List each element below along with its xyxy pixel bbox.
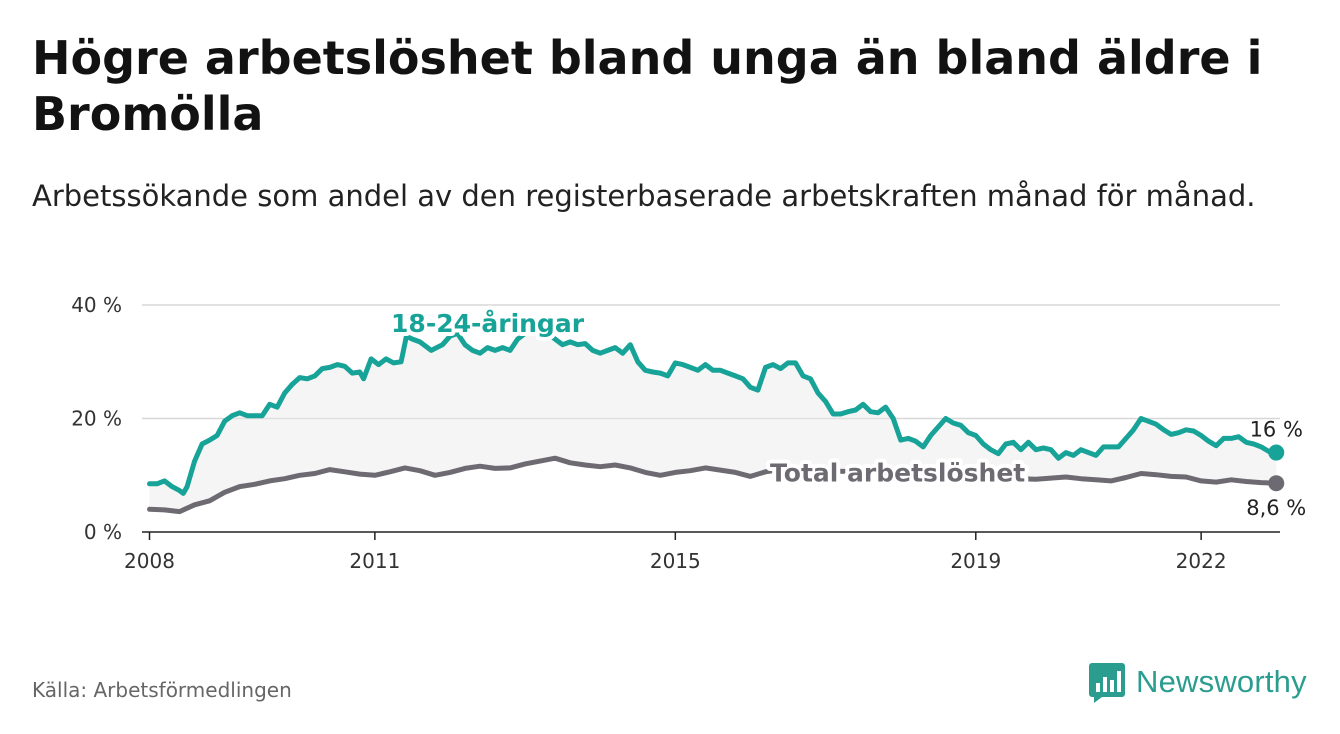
- x-tick-label: 2019: [950, 549, 1001, 573]
- x-tick-label: 2008: [124, 549, 175, 573]
- series-endpoint-youth: [1268, 444, 1285, 461]
- source-note: Källa: Arbetsförmedlingen: [32, 678, 292, 702]
- y-tick-label: 40 %: [71, 293, 122, 317]
- series-end-label-youth: 16 %: [1250, 418, 1303, 442]
- x-tick-label: 2022: [1176, 549, 1227, 573]
- x-tick-label: 2015: [650, 549, 701, 573]
- page-title: Högre arbetslöshet bland unga än bland ä…: [32, 31, 1263, 141]
- series-labels: 16 %8,6 %18-24-åringar18-24-åringarTotal…: [387, 305, 1306, 520]
- series-line-total: [147, 455, 1279, 515]
- series-end-label-total: 8,6 %: [1246, 496, 1306, 520]
- brand-name: Newsworthy: [1136, 664, 1307, 699]
- x-tick-label: 2011: [349, 549, 400, 573]
- gridlines: [142, 304, 1280, 420]
- series-endpoint-total: [1268, 475, 1285, 492]
- series-line-youth: [147, 328, 1279, 496]
- series-label-total-halo: Total arbetslöshet: [770, 458, 1025, 487]
- line-chart: 0 % 20 % 40 % 2008 2011 2015 2019 2022 16 % 8,6 …: [71, 293, 1306, 573]
- axes: 0 % 20 % 40 % 2008 2011 2015 2019 2022: [71, 293, 1280, 573]
- series-label-total: Total arbetslöshet: [770, 458, 1025, 487]
- series-label-youth-halo: 18-24-åringar: [391, 309, 585, 338]
- brand-logo: Newsworthy: [1088, 660, 1307, 704]
- page-subtitle: Arbetssökande som andel av den registerb…: [32, 179, 1256, 213]
- series-label-youth: 18-24-åringar: [391, 309, 585, 338]
- y-tick-label: 20 %: [71, 407, 122, 431]
- range-band: [149, 330, 1277, 512]
- newsworthy-logo-icon: [1089, 663, 1125, 703]
- y-tick-label: 0 %: [84, 520, 122, 544]
